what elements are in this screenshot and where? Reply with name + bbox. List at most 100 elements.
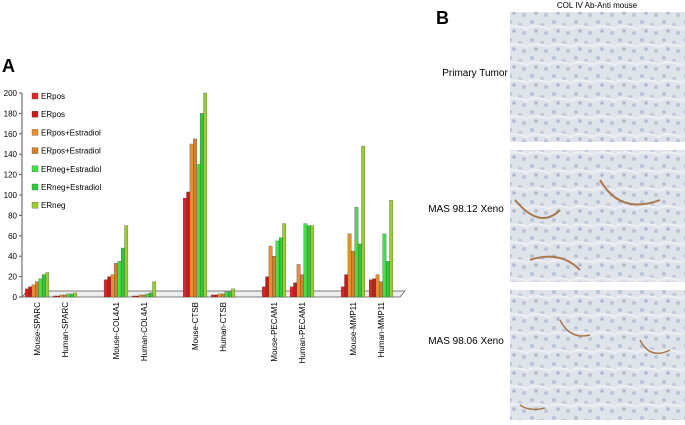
bar: [31, 284, 36, 298]
bar: [347, 233, 352, 298]
bar: [120, 247, 125, 298]
bar: [261, 286, 266, 298]
bar: [196, 164, 201, 298]
y-tick-label: 180: [4, 109, 18, 118]
row-label: MAS 98.06 Xeno: [428, 336, 504, 347]
y-tick-label: 200: [4, 89, 18, 98]
bar: [231, 288, 236, 298]
y-tick-label: 20: [8, 273, 17, 282]
bar: [221, 293, 225, 298]
bar: [210, 294, 215, 298]
bar: [368, 279, 373, 298]
bar: [45, 272, 50, 298]
bar: [66, 293, 71, 298]
legend-label: ERpos+Estradiol: [41, 147, 101, 156]
bar: [217, 293, 222, 298]
bar: [114, 263, 118, 298]
bar: [138, 294, 143, 298]
bar: [110, 274, 115, 298]
micrograph: [510, 12, 685, 142]
x-tick-label: Human-PECAM1: [298, 301, 307, 363]
bar: [38, 278, 43, 298]
legend-label: ERpos: [41, 110, 65, 119]
x-tick-label: Human-SPARC: [61, 302, 70, 358]
bar: [227, 291, 232, 298]
y-tick-label: 160: [4, 130, 18, 139]
bar: [35, 281, 39, 298]
bar: [117, 261, 122, 298]
row-label: MAS 98.12 Xeno: [428, 204, 504, 215]
legend-label: ERneg+Estradiol: [41, 165, 101, 174]
legend-label: ERpos+Estradiol: [41, 128, 101, 137]
bar: [272, 256, 276, 298]
panel-label: A: [2, 56, 15, 76]
bar: [186, 191, 191, 298]
bar: [375, 274, 380, 298]
legend-swatch: [31, 183, 39, 191]
legend-label: ERneg: [41, 201, 65, 210]
bar: [203, 92, 208, 298]
stain: [514, 179, 661, 271]
bar: [28, 286, 33, 298]
bar: [379, 281, 383, 298]
y-tick-label: 80: [8, 211, 17, 220]
bar: [361, 145, 366, 298]
bar: [24, 288, 29, 298]
bar: [303, 223, 308, 298]
bar: [289, 286, 294, 298]
bar: [224, 291, 229, 298]
legend-swatch: [31, 129, 39, 136]
chart: 0 20 40 60 80 100 120 140 160 180 200 Mouse-SPARC Hu…: [4, 89, 406, 363]
bar: [189, 143, 194, 298]
bar: [354, 207, 359, 298]
legend-swatch: [31, 111, 39, 118]
bar: [296, 264, 301, 298]
bar: [131, 295, 136, 298]
y-tick-label: 100: [4, 191, 18, 200]
x-tick-label: Mouse-SPARC: [33, 302, 42, 356]
x-tick-label: Mouse-COL4A1: [112, 301, 121, 359]
micrograph: [510, 150, 685, 282]
bar: [275, 240, 280, 298]
image-title: COL IV Ab-Anti mouse: [557, 1, 638, 10]
bar: [351, 250, 355, 298]
legend-label: ERneg+Estradiol: [41, 183, 101, 192]
bar: [182, 197, 187, 298]
x-tick-label: Mouse-MMP11: [349, 301, 358, 355]
bar: [340, 286, 345, 298]
micrograph: [510, 290, 685, 420]
bar: [148, 292, 153, 298]
bar: [63, 294, 67, 298]
bar: [41, 274, 46, 298]
bar: [382, 233, 387, 298]
row-label: Primary Tumor: [442, 68, 508, 79]
bar: [103, 279, 108, 298]
stain: [519, 319, 671, 411]
y-tick-label: 60: [8, 232, 17, 241]
bar: [142, 294, 146, 298]
bar: [59, 294, 64, 298]
bar: [69, 293, 74, 298]
bar: [300, 274, 304, 298]
legend-label: ERpos: [41, 92, 65, 101]
bar: [124, 225, 129, 298]
bar: [107, 276, 112, 298]
legend-swatch: [31, 147, 39, 154]
panel-label: B: [436, 8, 449, 28]
bar: [56, 295, 61, 298]
x-tick-label: Mouse-PECAM1: [270, 301, 279, 361]
x-tick-label: Human-COL4A1: [140, 301, 149, 361]
bar: [135, 295, 140, 298]
legend-swatch: [31, 165, 39, 172]
y-tick-label: 120: [4, 171, 18, 180]
x-tick-label: Human-CTSB: [219, 302, 228, 352]
bar: [357, 243, 362, 298]
bar: [310, 225, 315, 298]
bar: [193, 138, 197, 298]
legend-swatch: [31, 92, 39, 100]
bar: [293, 282, 298, 298]
bar: [306, 225, 311, 298]
bar: [152, 281, 157, 298]
bar: [73, 292, 78, 298]
